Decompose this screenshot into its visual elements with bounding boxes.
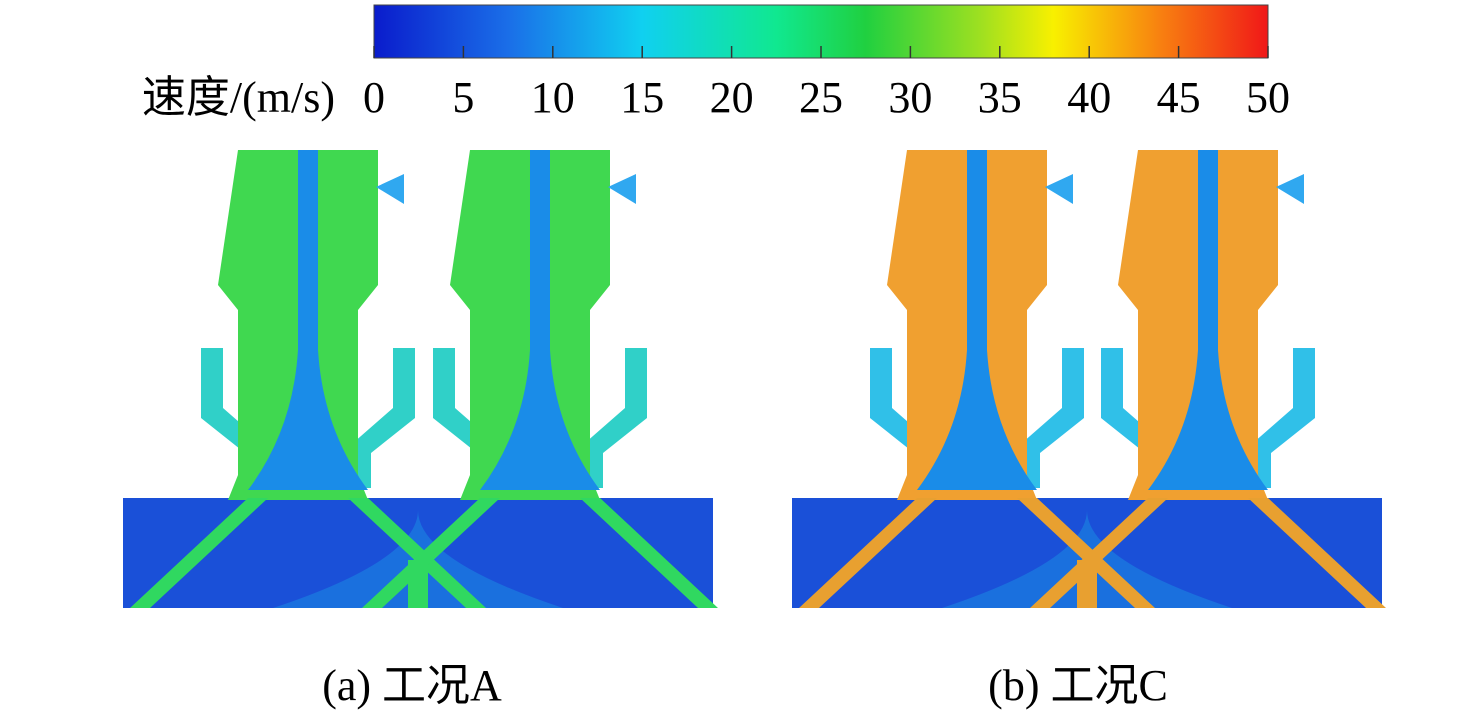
panel-caption: (a) 工况A [322, 661, 502, 710]
tick-label: 10 [531, 73, 575, 122]
injector [1030, 150, 1386, 608]
arm [1253, 348, 1315, 488]
arm [353, 348, 415, 488]
panel-caption: (b) 工况C [988, 661, 1168, 710]
tick-label: 0 [363, 73, 385, 122]
center-jet [1077, 560, 1097, 608]
core [1148, 150, 1268, 490]
tick-label: 5 [452, 73, 474, 122]
tick-label: 15 [620, 73, 664, 122]
window [376, 174, 404, 204]
arm [1022, 348, 1084, 488]
plume [130, 498, 486, 608]
window [608, 174, 636, 204]
plume [362, 498, 718, 608]
core [248, 150, 368, 490]
tick-label: 25 [799, 73, 843, 122]
tick-label: 45 [1157, 73, 1201, 122]
tick-label: 50 [1246, 73, 1290, 122]
core [480, 150, 600, 490]
injector [362, 150, 718, 608]
plume [1030, 498, 1386, 608]
plume [799, 498, 1155, 608]
tick-label: 40 [1067, 73, 1111, 122]
window [1045, 174, 1073, 204]
injector [799, 150, 1155, 608]
tick-label: 35 [978, 73, 1022, 122]
tick-label: 20 [710, 73, 754, 122]
tick-label: 30 [888, 73, 932, 122]
core [917, 150, 1037, 490]
colorbar-label: 速度/(m/s) [142, 73, 335, 122]
center-jet [408, 560, 428, 608]
arm [585, 348, 647, 488]
window [1276, 174, 1304, 204]
injector [130, 150, 486, 608]
